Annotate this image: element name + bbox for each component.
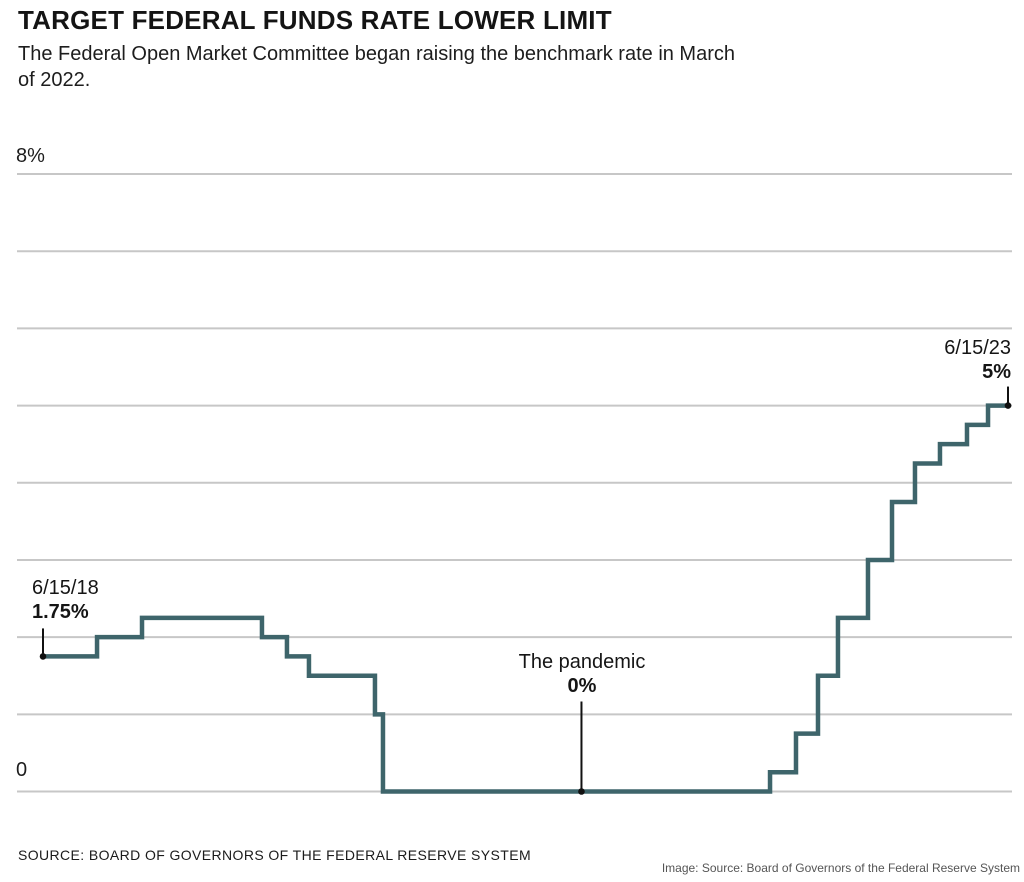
image-credit: Image: Source: Board of Governors of the… bbox=[661, 861, 1020, 875]
annotation-pandemic-value: 0% bbox=[567, 675, 597, 697]
subtitle-line-2: of 2022. bbox=[18, 69, 91, 91]
y-axis-tick-8pct: 8% bbox=[16, 145, 45, 167]
annotation-pandemic: The pandemic 0% bbox=[519, 650, 646, 698]
annotation-end-date: 6/15/23 bbox=[944, 337, 1011, 359]
rate-step-line bbox=[43, 403, 1008, 794]
annotation-end-value: 5% bbox=[982, 361, 1011, 383]
annotation-start-value: 1.75% bbox=[32, 601, 89, 623]
page-title: TARGET FEDERAL FUNDS RATE LOWER LIMIT bbox=[18, 5, 612, 35]
chart-subtitle: The Federal Open Market Committee began … bbox=[18, 41, 735, 93]
annotation-end: 6/15/23 5% bbox=[944, 336, 1011, 384]
subtitle-line-1: The Federal Open Market Committee began … bbox=[18, 43, 736, 65]
annotation-dot-start bbox=[39, 653, 47, 660]
annotation-dot-end bbox=[1004, 402, 1012, 409]
source-attribution: SOURCE: BOARD OF GOVERNORS OF THE FEDERA… bbox=[18, 847, 532, 863]
annotation-start-date: 6/15/18 bbox=[32, 577, 99, 599]
y-axis-tick-0: 0 bbox=[16, 759, 28, 781]
annotation-dot-pandemic bbox=[578, 788, 585, 795]
annotation-pandemic-label: The pandemic bbox=[518, 651, 646, 673]
annotation-start: 6/15/18 1.75% bbox=[32, 576, 99, 624]
